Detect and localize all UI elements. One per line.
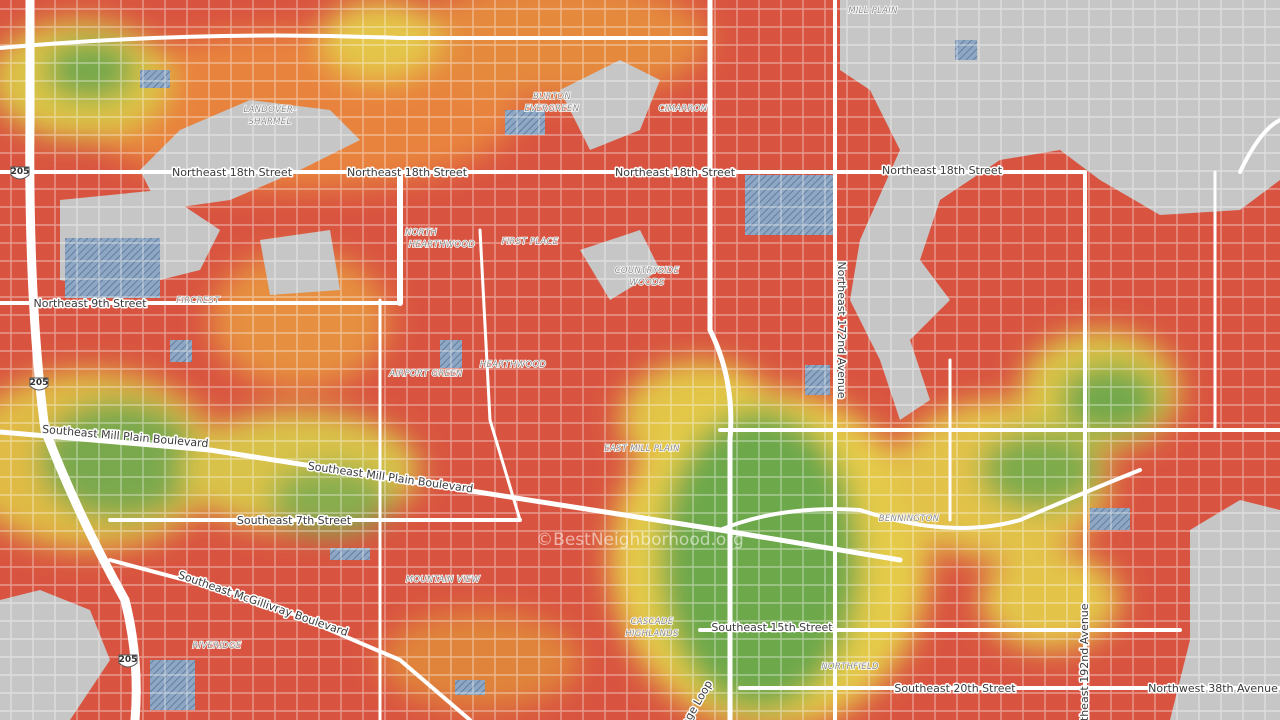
neighborhood-label: LANDOVER- [243, 105, 296, 115]
street-label: Northeast 18th Street [882, 164, 1003, 177]
street-label: Southeast 20th Street [894, 682, 1016, 695]
shield-label: 205 [30, 378, 49, 388]
shield [29, 377, 49, 391]
shield [10, 166, 30, 180]
neighborhood-label: FIRST PLACE [502, 237, 559, 247]
neighborhood-label: CASCADE [631, 617, 674, 627]
neighborhood-label: HEARTHWOOD [409, 240, 476, 250]
street-label: Northeast 18th Street [172, 166, 293, 179]
shield-label: 205 [11, 167, 30, 177]
street-label: Northwest 38th Avenue [1148, 682, 1278, 695]
neighborhood-label: MOUNTAIN VIEW [406, 575, 481, 585]
neighborhood-label: NORTH [405, 228, 437, 238]
neighborhood-label: MILL PLAIN [848, 6, 898, 16]
neighborhood-label: HEARTHWOOD [480, 360, 547, 370]
street-label: Southeast 15th Street [711, 621, 833, 634]
neighborhood-label: RIVERIDGE [192, 641, 242, 651]
neighborhood-labels: LANDOVER- SHARMEL BURTON EVERGREEN CIMAR… [175, 5, 940, 673]
neighborhood-label: WOODS [629, 278, 665, 288]
street-label: Northeast 18th Street [347, 166, 468, 179]
street-label: Northeast 18th Street [615, 166, 736, 179]
street-label: Northeast 192nd Avenue [1078, 603, 1091, 720]
neighborhood-label: HIGHLANDS [625, 629, 679, 639]
neighborhood-label: BURTON [533, 92, 571, 102]
street-label: Southeast 7th Street [237, 514, 352, 527]
neighborhood-label: COUNTRYSIDE [615, 266, 680, 276]
shield [118, 654, 138, 668]
neighborhood-label: EVERGREEN [525, 104, 580, 114]
neighborhood-label: CIMARRON [659, 104, 708, 114]
highway-shields: 205 205 205 [10, 166, 138, 668]
neighborhood-label: NORTHFIELD [821, 662, 879, 672]
neighborhood-label: SHARMEL [248, 117, 291, 127]
neighborhood-label: AIRPORT GREEN [388, 369, 463, 379]
neighborhood-label: BENNINGTON [879, 514, 940, 524]
watermark: ©BestNeighborhood.org [536, 530, 744, 550]
neighborhood-label: EAST MILL PLAIN [604, 444, 680, 454]
street-label: Northeast 172nd Avenue [835, 261, 848, 398]
neighborhood-label: FIRCREST [176, 296, 220, 306]
street-label: Northeast 9th Street [33, 297, 147, 310]
shield-label: 205 [119, 655, 138, 665]
